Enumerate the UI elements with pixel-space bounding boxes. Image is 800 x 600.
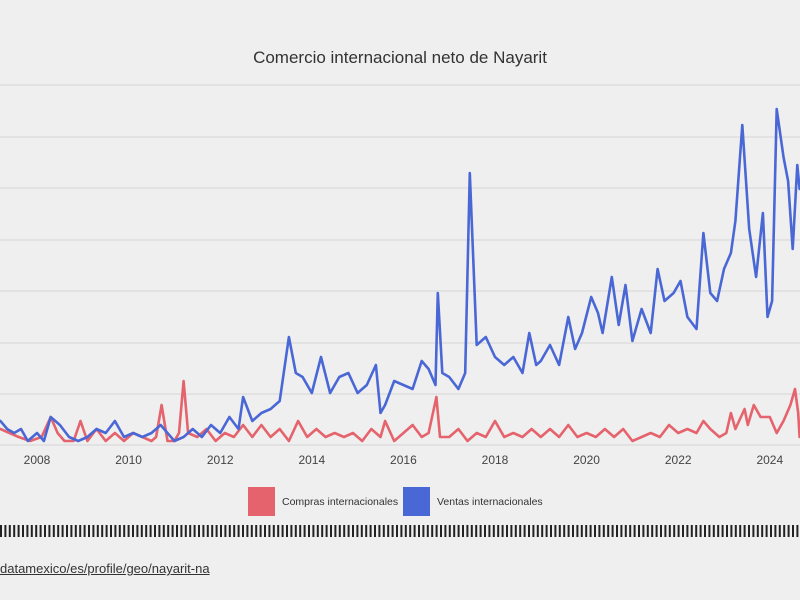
gridlines — [0, 84, 800, 446]
x-tick-2012: 2012 — [207, 453, 234, 467]
chart-title: Comercio internacional neto de Nayarit — [253, 48, 547, 67]
x-tick-2024: 2024 — [756, 453, 783, 467]
legend-swatch-0[interactable] — [248, 487, 275, 516]
legend-label-1[interactable]: Ventas internacionales — [437, 496, 543, 508]
x-tick-2018: 2018 — [482, 453, 509, 467]
source-link[interactable]: datamexico/es/profile/geo/nayarit-na — [0, 561, 210, 576]
legend[interactable]: Compras internacionales Ventas internacio… — [248, 487, 543, 516]
x-axis-ticks: 2008 2010 2012 2014 2016 2018 2020 2022 2024 — [24, 453, 784, 467]
legend-label-0[interactable]: Compras internacionales — [282, 496, 398, 508]
x-tick-2020: 2020 — [573, 453, 600, 467]
x-tick-2016: 2016 — [390, 453, 417, 467]
x-tick-2022: 2022 — [665, 453, 692, 467]
series-line-compras[interactable] — [0, 379, 800, 443]
legend-swatch-1[interactable] — [403, 487, 430, 516]
x-tick-2014: 2014 — [298, 453, 325, 467]
series-line-ventas[interactable] — [0, 107, 800, 443]
x-tick-2008: 2008 — [24, 453, 51, 467]
x-tick-2010: 2010 — [115, 453, 142, 467]
series-lines — [0, 107, 800, 443]
